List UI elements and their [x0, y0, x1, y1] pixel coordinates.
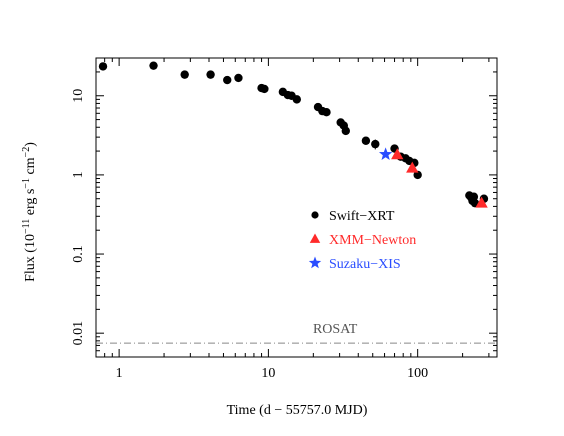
legend-marker-star: [308, 256, 322, 269]
swift-xrt-point: [223, 75, 232, 85]
swift-xrt-point: [341, 126, 350, 136]
y-axis-title-mid-1: erg s: [23, 189, 38, 219]
y-axis-title-exponent-1: −11: [21, 219, 32, 234]
swift-xrt-point: [234, 73, 243, 83]
reference-lines-layer: ROSAT: [96, 322, 497, 344]
suzaku-xis-point: [378, 147, 393, 160]
y-axis-title-suffix: ): [23, 142, 38, 147]
y-axis-title-exponent-2: −1: [21, 178, 32, 189]
y-axis-title-mid-2: cm: [23, 157, 38, 178]
x-tick-label: 100: [407, 366, 428, 381]
swift-xrt-point: [149, 61, 158, 70]
legend-label: Suzaku−XIS: [329, 257, 401, 272]
x-axis-title: Time (d − 55757.0 MJD): [227, 403, 368, 418]
xmm-newton-point: [475, 196, 488, 208]
rosat-label: ROSAT: [313, 322, 358, 337]
x-tick-label: 1: [116, 366, 123, 381]
x-tick-label: 10: [261, 366, 275, 381]
swift-xrt-point: [322, 107, 331, 117]
legend-label: Swift−XRT: [329, 209, 395, 224]
y-axis-title-exponent-3: −2: [21, 147, 32, 158]
xmm-newton-point: [406, 161, 419, 173]
legend: Swift−XRT XMM−Newton Suzaku−XIS: [308, 209, 416, 272]
data-points-layer: [98, 61, 489, 208]
swift-xrt-point: [371, 139, 380, 149]
legend-marker-triangle: [309, 233, 321, 243]
swift-xrt-point: [469, 192, 479, 201]
axes-layer: 1 10 100 0.01 0.1 1 10: [71, 57, 498, 381]
legend-label: XMM−Newton: [329, 233, 416, 248]
swift-xrt-point: [413, 170, 422, 180]
swift-xrt-point: [206, 70, 215, 79]
swift-xrt-point: [260, 84, 269, 94]
y-tick-label: 0.1: [71, 245, 86, 263]
y-tick-label: 10: [71, 89, 86, 103]
plot-frame: [95, 57, 498, 358]
y-tick-label: 1: [71, 171, 86, 178]
swift-xrt-point: [180, 70, 189, 79]
swift-xrt-point: [292, 95, 302, 104]
y-axis-title-group: Flux (10−11 erg s−1 cm−2): [21, 142, 38, 282]
y-tick-label: 0.01: [71, 321, 86, 346]
xmm-newton-point: [391, 148, 404, 160]
y-axis-title: Flux (10−11 erg s−1 cm−2): [21, 142, 38, 282]
legend-marker-circle: [311, 211, 319, 219]
swift-xrt-point: [98, 62, 108, 71]
swift-xrt-point: [361, 136, 371, 145]
y-axis-title-prefix: Flux (10: [23, 234, 38, 282]
